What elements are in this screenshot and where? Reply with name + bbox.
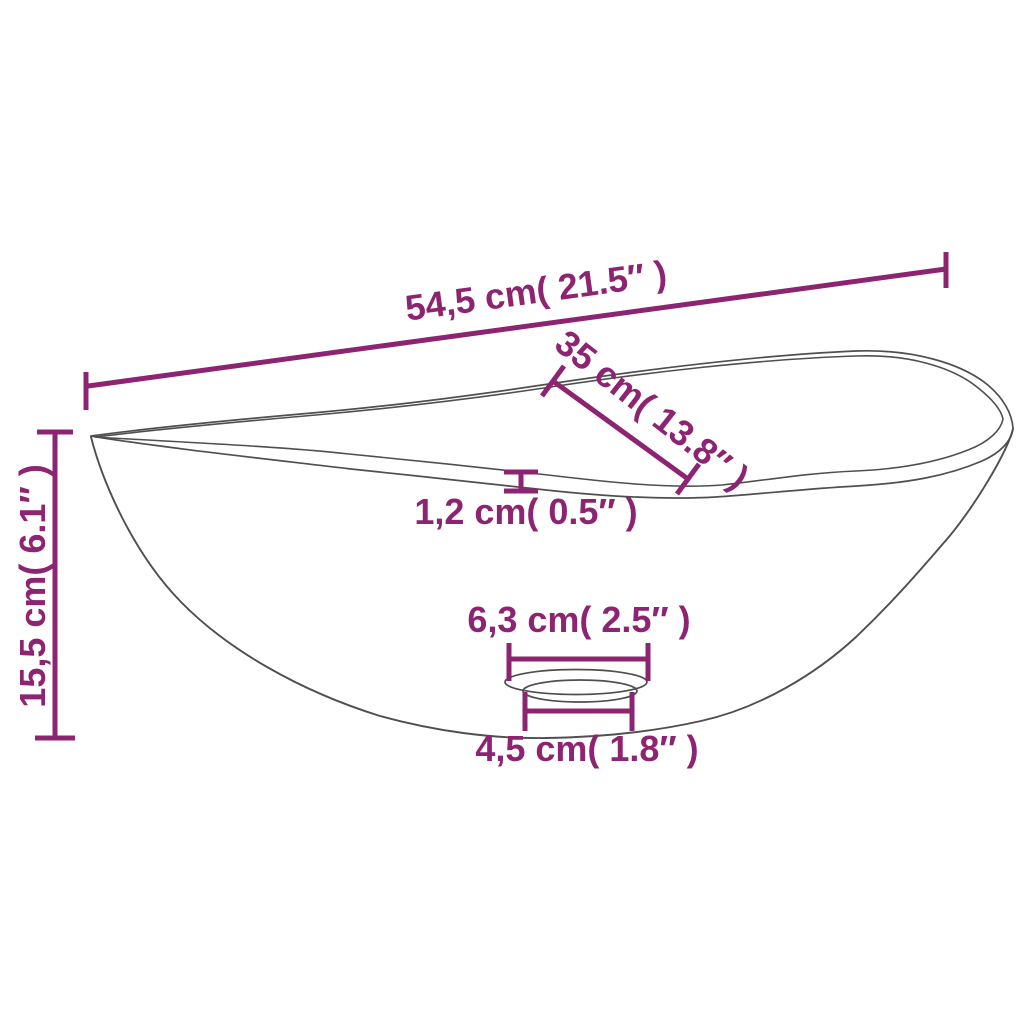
dim-glass-thickness-marker [504, 469, 538, 494]
rim-inner-edge [94, 355, 1004, 487]
dim-drain-outer-line [506, 643, 651, 681]
dim-basin-opening-line [539, 364, 702, 496]
dim-label-drain-outer-diameter: 6,3 cm( 2.5″ ) [467, 599, 691, 640]
dimension-lines [35, 252, 949, 741]
drain-inner-ring [522, 679, 638, 703]
dim-height-line [35, 429, 75, 741]
bowl-silhouette [90, 428, 1014, 740]
dim-label-height: 15,5 cm( 6.1″ ) [12, 464, 53, 708]
dim-drain-inner-line [522, 692, 635, 731]
sink-outline-drawing [90, 349, 1014, 740]
dim-label-drain-inner-diameter: 4,5 cm( 1.8″ ) [475, 728, 699, 769]
drain-outer-ring [504, 668, 648, 696]
rim-outer-edge [90, 349, 1014, 499]
dim-label-glass-thickness: 1,2 cm( 0.5″ ) [414, 491, 638, 532]
dim-overall-width-line [83, 252, 949, 410]
